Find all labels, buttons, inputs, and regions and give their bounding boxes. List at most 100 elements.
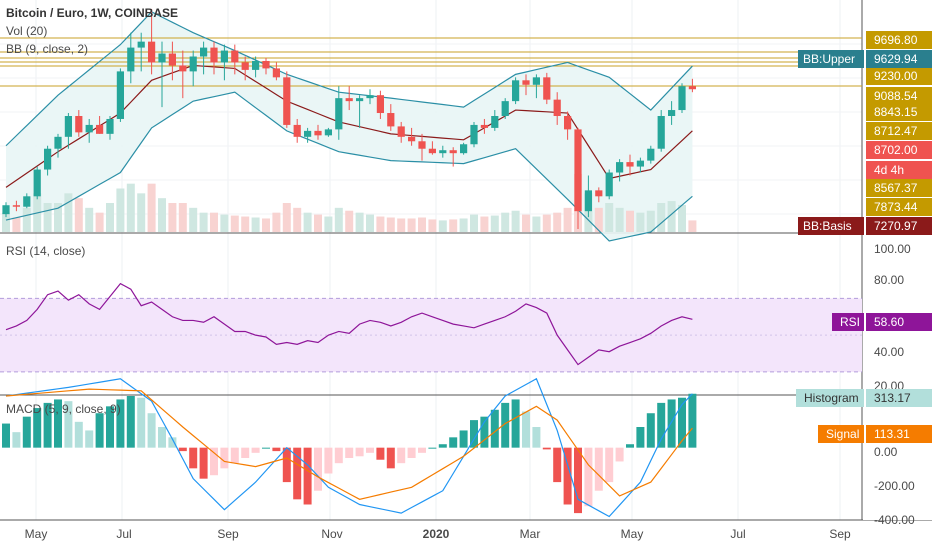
price-tick-bg xyxy=(866,179,932,197)
candle-body xyxy=(158,53,166,63)
time-axis-label: 2020 xyxy=(423,527,450,541)
candle-body xyxy=(428,148,436,154)
volume-bar xyxy=(251,217,260,232)
candle-body xyxy=(127,47,135,72)
volume-bar xyxy=(355,212,364,232)
volume-bars xyxy=(2,174,697,232)
macd-label: MACD (5, 9, close, 9) xyxy=(6,402,121,416)
volume-bar xyxy=(418,217,426,232)
tag-last-price-bg xyxy=(866,141,932,159)
macd-hist-bar xyxy=(657,402,666,448)
candle-body xyxy=(678,86,686,111)
candle-body xyxy=(522,80,530,85)
candle-body xyxy=(543,77,551,100)
candle-body xyxy=(168,53,176,66)
macd-hist-bar xyxy=(522,411,530,448)
candle-body xyxy=(657,116,665,149)
candle-body xyxy=(595,190,603,197)
macd-tick-label: -400.00 xyxy=(874,513,915,527)
signal-tag-value: 113.31 xyxy=(874,427,910,441)
rsi-tick-label: 100.00 xyxy=(874,242,911,256)
volume-bar xyxy=(511,210,520,232)
macd-hist-bar xyxy=(667,399,676,448)
candle-body xyxy=(210,47,218,63)
candle-body xyxy=(64,116,72,137)
candle-body xyxy=(262,60,270,69)
candle-body xyxy=(480,124,488,128)
volume-bar xyxy=(106,203,114,232)
tag-countdown-value: 4d 4h xyxy=(874,163,904,177)
candle-body xyxy=(179,65,187,72)
volume-bar xyxy=(230,215,239,232)
macd-hist-bar xyxy=(282,447,291,483)
volume-bar xyxy=(522,214,530,232)
tag-bb-upper-label-bg xyxy=(798,50,864,68)
macd-hist-bar xyxy=(376,447,385,460)
volume-bar xyxy=(43,203,52,232)
candle-body xyxy=(85,124,93,133)
volume-bar xyxy=(12,217,21,232)
macd-hist-bar xyxy=(74,421,83,448)
candle-body xyxy=(200,47,208,57)
candle-body xyxy=(491,116,499,128)
volume-bar xyxy=(116,188,125,232)
rsi-tick-label: 80.00 xyxy=(874,273,904,287)
tag-bb-basis-label: BB:Basis xyxy=(803,219,852,233)
candle-body xyxy=(688,86,696,90)
candle-body xyxy=(501,101,509,116)
level-lines xyxy=(0,37,862,87)
volume-bar xyxy=(594,207,603,232)
volume-bar xyxy=(220,214,229,232)
volume-bar xyxy=(189,207,198,232)
volume-bar xyxy=(678,204,686,232)
macd-hist-bar xyxy=(470,420,478,448)
time-axis-label: Sep xyxy=(217,527,239,541)
macd-hist-bar xyxy=(438,444,447,448)
macd-hist-bar xyxy=(22,416,31,448)
histogram-tag-bg xyxy=(866,389,932,407)
volume-bar xyxy=(490,215,499,232)
price-tick-bg xyxy=(866,198,932,216)
tag-countdown-bg xyxy=(866,161,932,179)
rsi-tag-label: RSI xyxy=(840,315,860,329)
candle-body xyxy=(376,95,384,114)
volume-bar xyxy=(126,183,135,232)
price-tick-label: 8567.37 xyxy=(874,181,918,195)
volume-bar xyxy=(241,216,250,232)
macd-hist-bar xyxy=(428,447,437,449)
candle-body xyxy=(460,144,468,154)
candle-body xyxy=(241,62,249,70)
bb-fill xyxy=(6,11,693,241)
macd-hist-bar xyxy=(678,397,686,448)
macd-hist-bar xyxy=(615,447,624,462)
volume-bar xyxy=(293,207,302,232)
macd-hist-bar xyxy=(480,416,489,448)
candle-body xyxy=(335,98,343,130)
time-axis-label: Sep xyxy=(829,527,851,541)
price-tick-label: 9230.00 xyxy=(874,69,918,83)
tag-bb-upper-label: BB:Upper xyxy=(803,52,855,66)
volume-bar xyxy=(74,198,83,232)
candle-body xyxy=(366,95,374,99)
volume-bar xyxy=(501,212,510,232)
macd-hist-bar xyxy=(137,397,146,448)
macd-hist-bar xyxy=(126,396,135,448)
volume-bar xyxy=(314,214,322,232)
macd-hist-bar xyxy=(293,447,302,500)
price-tick-label: 7873.44 xyxy=(874,200,918,214)
macd-histogram xyxy=(2,393,697,514)
macd-hist-bar xyxy=(594,447,603,491)
macd-hist-bar xyxy=(158,427,166,448)
macd-hist-bar xyxy=(490,409,499,448)
macd-hist-bar xyxy=(95,413,104,448)
time-axis-label: May xyxy=(621,527,644,541)
macd-hist-bar xyxy=(553,447,562,483)
macd-hist-bar xyxy=(241,447,250,458)
macd-hist-bar xyxy=(459,430,468,448)
candle-body xyxy=(96,124,104,134)
candle-body xyxy=(12,205,20,207)
macd-hist-bar xyxy=(501,402,510,448)
volume-bar xyxy=(657,203,666,232)
volume-bar xyxy=(282,203,291,232)
